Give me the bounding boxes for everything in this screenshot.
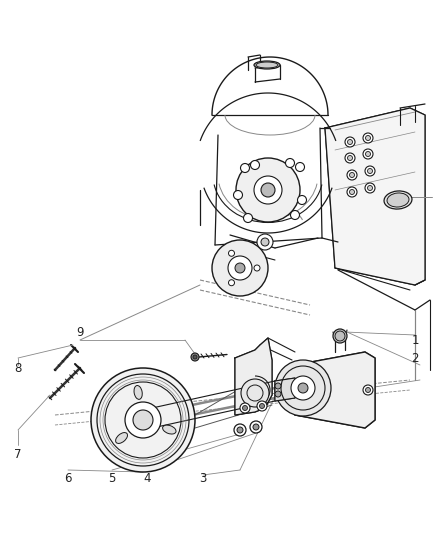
Circle shape (365, 183, 375, 193)
Circle shape (345, 153, 355, 163)
Circle shape (91, 368, 195, 472)
Text: 8: 8 (14, 361, 22, 375)
Text: 7: 7 (14, 448, 22, 462)
Circle shape (261, 183, 275, 197)
Circle shape (347, 170, 357, 180)
Circle shape (298, 383, 308, 393)
Ellipse shape (384, 191, 412, 209)
Text: 2: 2 (411, 351, 419, 365)
Text: 5: 5 (108, 472, 116, 484)
Circle shape (229, 251, 234, 256)
Circle shape (365, 387, 371, 392)
Circle shape (363, 133, 373, 143)
Circle shape (365, 166, 375, 176)
Circle shape (290, 211, 300, 220)
Ellipse shape (162, 425, 176, 434)
Circle shape (257, 234, 273, 250)
Circle shape (350, 173, 354, 177)
Ellipse shape (256, 62, 278, 68)
Circle shape (250, 421, 262, 433)
Circle shape (335, 331, 345, 341)
Circle shape (365, 135, 371, 141)
Circle shape (237, 427, 243, 433)
Circle shape (261, 238, 269, 246)
Circle shape (193, 355, 197, 359)
Circle shape (365, 151, 371, 157)
Circle shape (133, 410, 153, 430)
Circle shape (244, 214, 252, 222)
Circle shape (367, 185, 372, 190)
Text: 3: 3 (199, 472, 207, 484)
Text: 9: 9 (76, 327, 84, 340)
Polygon shape (235, 338, 272, 415)
Polygon shape (325, 108, 425, 285)
Circle shape (125, 402, 161, 438)
Circle shape (286, 158, 294, 167)
Circle shape (275, 360, 331, 416)
Ellipse shape (254, 61, 280, 69)
Circle shape (347, 140, 353, 144)
Circle shape (363, 149, 373, 159)
Circle shape (234, 424, 246, 436)
Circle shape (257, 401, 267, 411)
Circle shape (240, 164, 250, 173)
Circle shape (241, 379, 269, 407)
Circle shape (243, 406, 247, 410)
Circle shape (296, 163, 304, 172)
Circle shape (240, 403, 250, 413)
Ellipse shape (134, 385, 142, 399)
Circle shape (275, 383, 281, 389)
Circle shape (347, 156, 353, 160)
Ellipse shape (116, 433, 127, 443)
Circle shape (229, 280, 234, 286)
Circle shape (363, 385, 373, 395)
Circle shape (254, 176, 282, 204)
Circle shape (345, 137, 355, 147)
Circle shape (333, 329, 347, 343)
Circle shape (228, 256, 252, 280)
Polygon shape (295, 352, 375, 428)
Ellipse shape (387, 193, 409, 207)
Circle shape (259, 403, 265, 408)
Circle shape (253, 424, 259, 430)
Circle shape (191, 353, 199, 361)
Text: 4: 4 (143, 472, 151, 484)
Circle shape (236, 158, 300, 222)
Circle shape (275, 391, 281, 397)
Circle shape (347, 187, 357, 197)
Text: 6: 6 (64, 472, 72, 484)
Circle shape (291, 376, 315, 400)
Circle shape (350, 190, 354, 195)
Circle shape (235, 263, 245, 273)
Circle shape (251, 160, 259, 169)
Circle shape (212, 240, 268, 296)
Polygon shape (275, 378, 295, 401)
Text: 1: 1 (411, 334, 419, 346)
Circle shape (367, 168, 372, 174)
Circle shape (297, 196, 307, 205)
Circle shape (254, 265, 260, 271)
Circle shape (233, 190, 243, 199)
